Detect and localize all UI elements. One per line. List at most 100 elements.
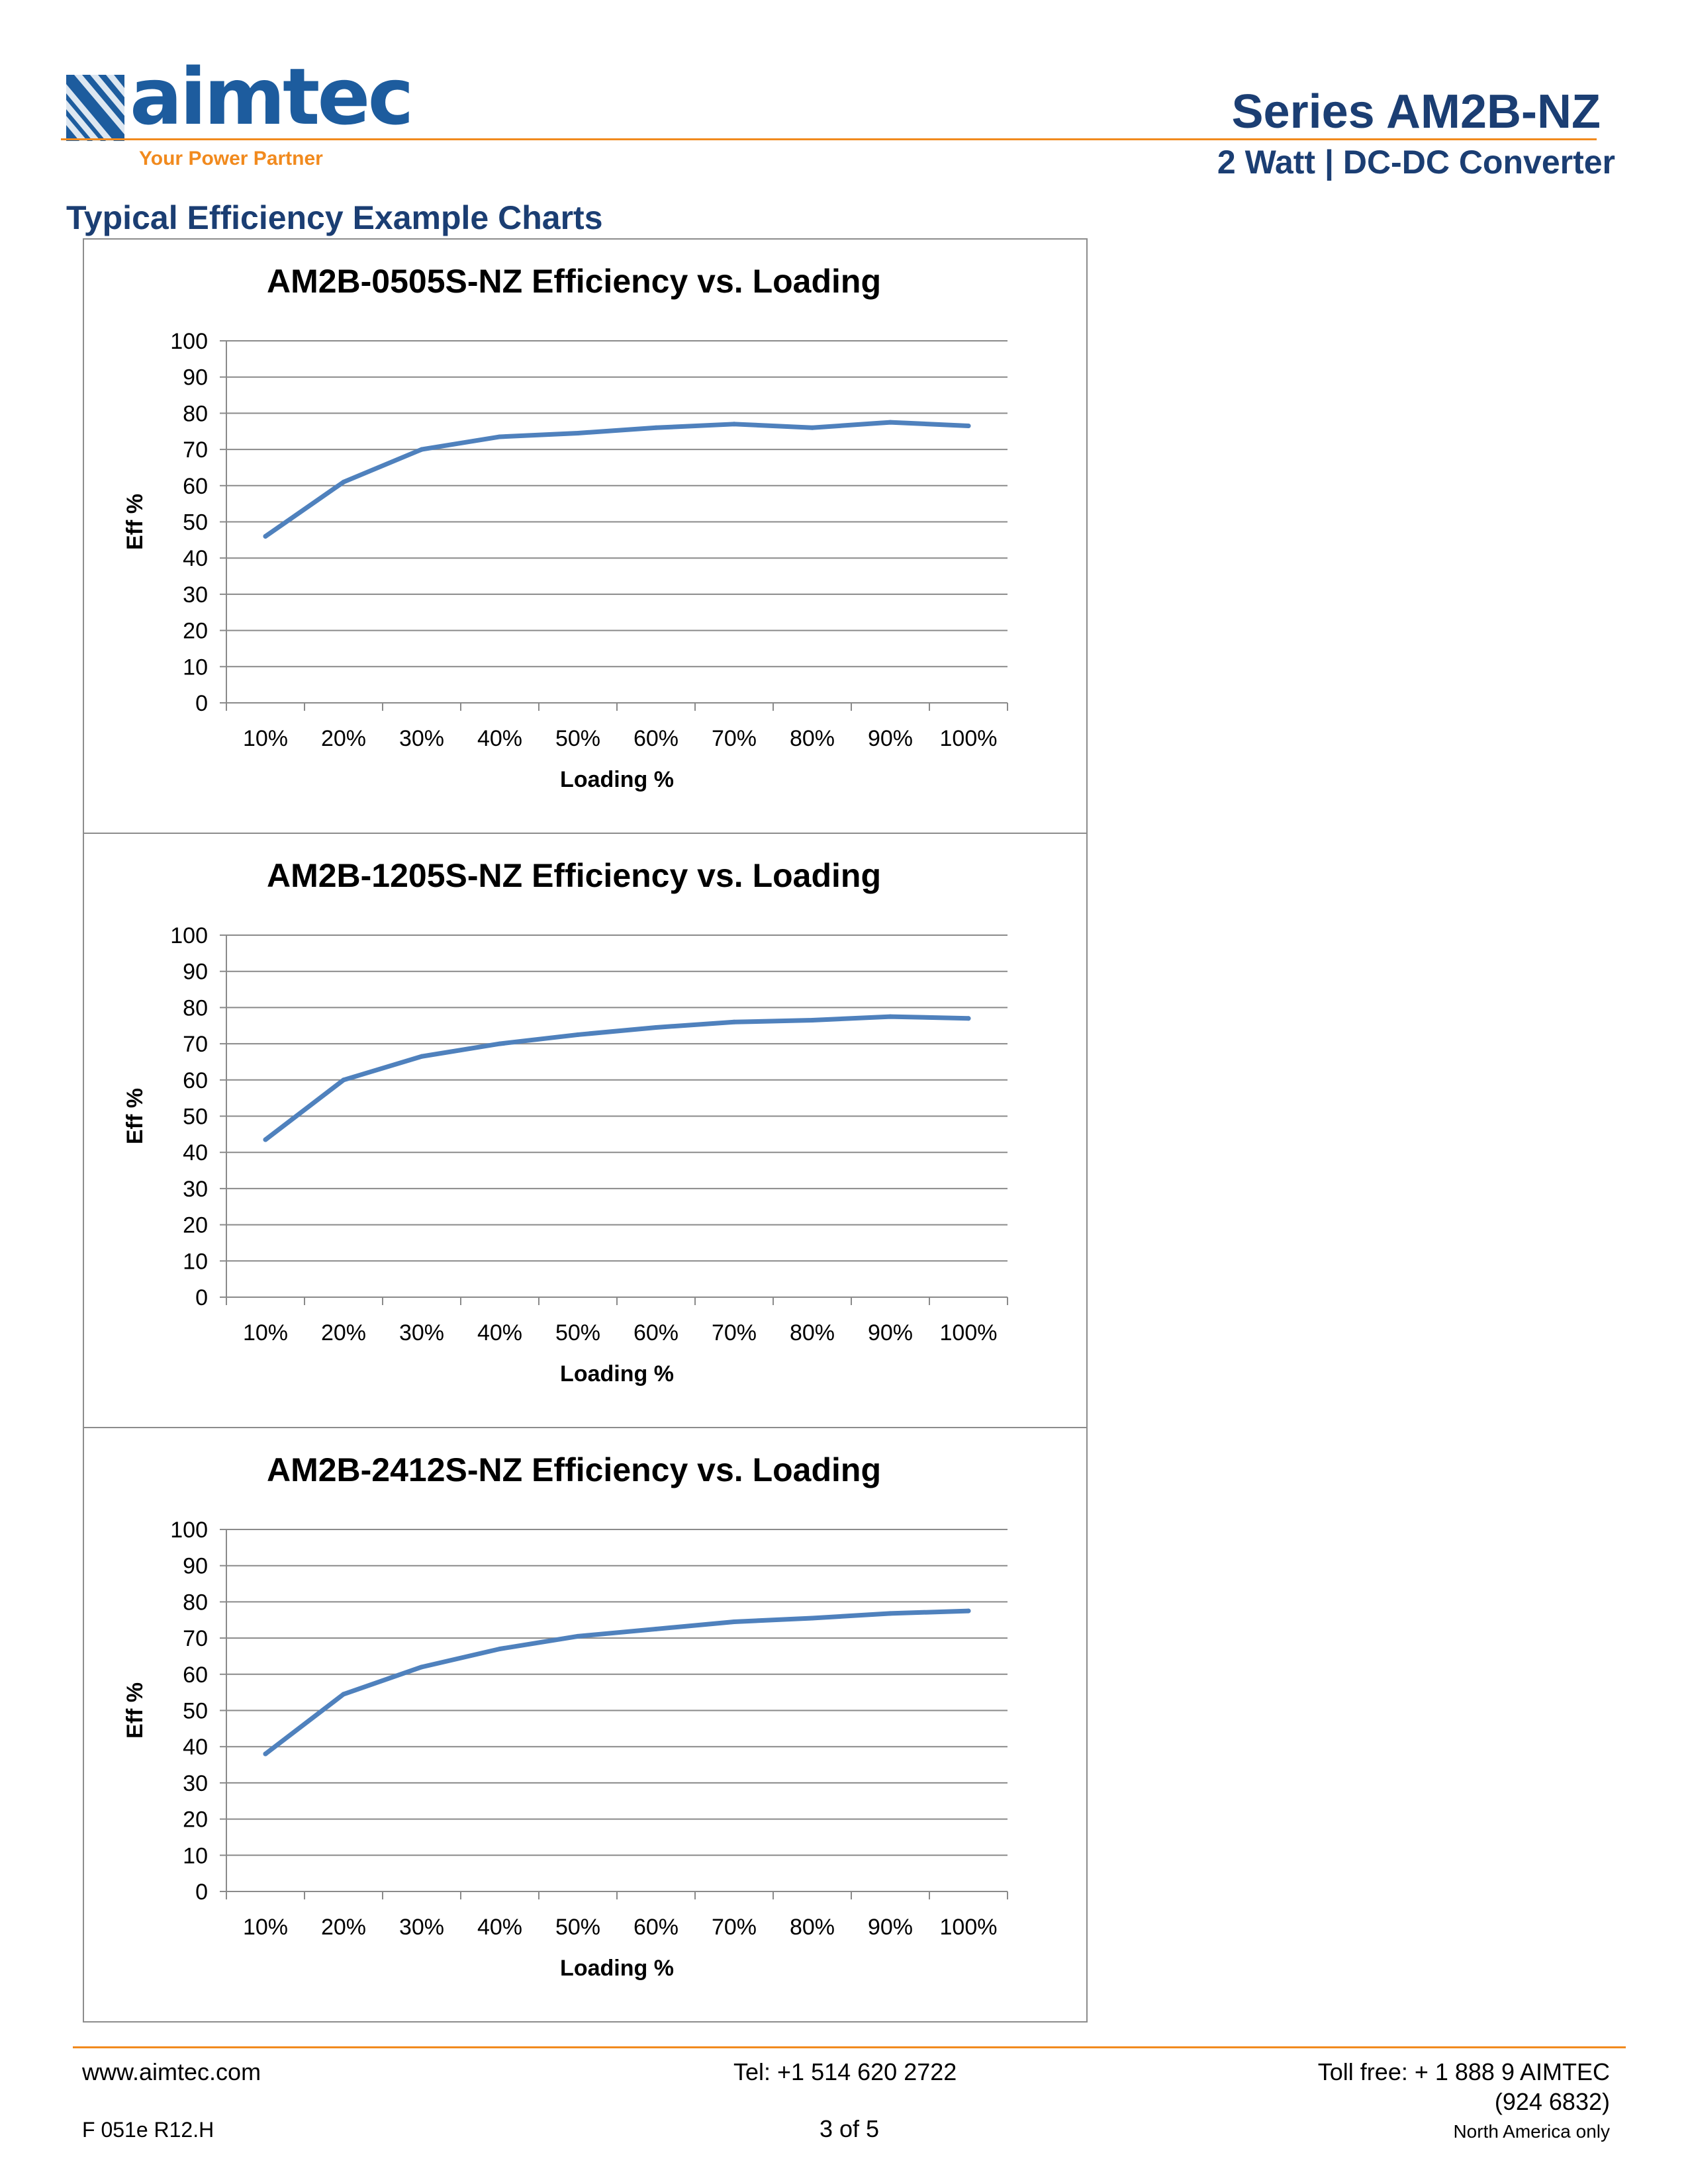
y-axis-label: Eff % xyxy=(122,1088,148,1144)
y-tick-label: 0 xyxy=(195,1880,208,1905)
data-point xyxy=(575,1032,581,1037)
x-tick-label: 60% xyxy=(633,726,679,751)
y-tick-label: 50 xyxy=(183,1105,208,1130)
x-tick-label: 40% xyxy=(477,726,522,751)
y-tick-label: 60 xyxy=(183,474,208,499)
x-tick-label: 20% xyxy=(321,1915,366,1940)
logo-wordmark: aimtec xyxy=(130,51,414,142)
data-point xyxy=(575,430,581,435)
y-tick-label: 40 xyxy=(183,546,208,571)
data-point xyxy=(966,424,971,429)
y-tick-label: 20 xyxy=(183,619,208,644)
header-divider xyxy=(61,138,1597,140)
y-tick-label: 10 xyxy=(183,1843,208,1868)
data-point xyxy=(810,1615,815,1621)
aimtec-logo: aimtec Your Power Partner xyxy=(66,58,414,175)
data-point xyxy=(731,422,737,427)
y-tick-label: 40 xyxy=(183,1735,208,1760)
data-point xyxy=(888,420,893,425)
x-tick-label: 90% xyxy=(868,1320,913,1345)
footer-toll-free: Toll free: + 1 888 9 AIMTEC xyxy=(1317,2058,1610,2085)
chart-title: AM2B-2412S-NZ Efficiency vs. Loading xyxy=(267,1451,881,1488)
y-tick-label: 20 xyxy=(183,1213,208,1238)
data-point xyxy=(731,1019,737,1024)
x-tick-label: 30% xyxy=(399,1320,444,1345)
chart-panel-1205s: AM2B-1205S-NZ Efficiency vs. Loading 0 10 2… xyxy=(83,833,1088,1428)
y-tick-label: 90 xyxy=(183,1554,208,1579)
y-axis-label: Eff % xyxy=(122,494,148,550)
x-tick-label: 90% xyxy=(868,726,913,751)
y-axis-label: Eff % xyxy=(122,1682,148,1739)
efficiency-chart-1205s: AM2B-1205S-NZ Efficiency vs. Loading 0 10 2… xyxy=(122,857,1008,1387)
data-point xyxy=(263,533,268,539)
data-point xyxy=(888,1014,893,1019)
data-point xyxy=(575,1633,581,1639)
x-tick-label: 90% xyxy=(868,1915,913,1940)
footer-toll-free-digits: (924 6832) xyxy=(1494,2088,1610,2115)
footer-form-code: F 051e R12.H xyxy=(82,2118,214,2142)
chart-panel-0505s: AM2B-0505S-NZ Efficiency vs. Loading 0 10 2… xyxy=(83,238,1088,834)
data-point xyxy=(419,1664,424,1670)
y-tick-label: 10 xyxy=(183,1249,208,1274)
logo-tagline: Your Power Partner xyxy=(139,148,323,169)
data-point xyxy=(497,1647,502,1652)
x-tick-label: 40% xyxy=(477,1320,522,1345)
footer-page-number: 3 of 5 xyxy=(820,2115,880,2142)
x-tick-label: 50% xyxy=(555,726,600,751)
y-tick-label: 80 xyxy=(183,401,208,426)
footer-website-link[interactable]: www.aimtec.com xyxy=(82,2058,261,2085)
x-tick-label: 70% xyxy=(712,726,757,751)
x-tick-label: 20% xyxy=(321,1320,366,1345)
footer-divider xyxy=(73,2046,1626,2048)
x-tick-label: 40% xyxy=(477,1915,522,1940)
efficiency-series-line xyxy=(263,1608,971,1756)
data-point xyxy=(653,1626,659,1631)
efficiency-chart-0505s: AM2B-0505S-NZ Efficiency vs. Loading 0 10 2… xyxy=(122,263,1008,792)
y-tick-label: 100 xyxy=(170,1518,208,1543)
y-tick-label: 50 xyxy=(183,1699,208,1724)
y-tick-label: 20 xyxy=(183,1807,208,1833)
data-point xyxy=(497,434,502,439)
x-axis-label: Loading % xyxy=(560,1956,674,1981)
x-tick-label: 30% xyxy=(399,726,444,751)
data-point xyxy=(810,425,815,430)
x-tick-label: 20% xyxy=(321,726,366,751)
x-tick-label: 50% xyxy=(555,1915,600,1940)
y-tick-label: 50 xyxy=(183,510,208,535)
y-tick-label: 60 xyxy=(183,1662,208,1688)
x-tick-label: 30% xyxy=(399,1915,444,1940)
x-tick-label: 10% xyxy=(243,726,288,751)
data-point xyxy=(888,1611,893,1616)
x-tick-label: 10% xyxy=(243,1320,288,1345)
x-tick-label: 60% xyxy=(633,1915,679,1940)
footer-telephone: Tel: +1 514 620 2722 xyxy=(733,2058,957,2085)
series-title: Series AM2B-NZ xyxy=(1231,85,1601,138)
section-title: Typical Efficiency Example Charts xyxy=(66,199,603,236)
x-axis-label: Loading % xyxy=(560,1361,674,1387)
y-tick-label: 70 xyxy=(183,437,208,463)
y-tick-label: 80 xyxy=(183,995,208,1021)
data-point xyxy=(731,1619,737,1624)
data-point xyxy=(419,447,424,452)
y-tick-label: 30 xyxy=(183,582,208,608)
chart-panel-2412s: AM2B-2412S-NZ Efficiency vs. Loading 0 10 2… xyxy=(83,1427,1088,2023)
data-point xyxy=(966,1608,971,1614)
y-tick-label: 0 xyxy=(195,1285,208,1310)
data-point xyxy=(263,1137,268,1142)
y-tick-label: 80 xyxy=(183,1590,208,1615)
x-tick-label: 60% xyxy=(633,1320,679,1345)
chart-title: AM2B-0505S-NZ Efficiency vs. Loading xyxy=(267,263,881,300)
series-subtitle: 2 Watt | DC-DC Converter xyxy=(1217,144,1615,181)
y-tick-label: 100 xyxy=(170,329,208,354)
y-tick-label: 90 xyxy=(183,365,208,390)
y-tick-label: 90 xyxy=(183,960,208,985)
chart-title: AM2B-1205S-NZ Efficiency vs. Loading xyxy=(267,857,881,894)
x-tick-label: 100% xyxy=(940,1320,998,1345)
x-tick-label: 80% xyxy=(790,726,835,751)
y-tick-label: 10 xyxy=(183,655,208,680)
x-tick-label: 100% xyxy=(940,726,998,751)
data-point xyxy=(341,1077,346,1083)
x-tick-label: 70% xyxy=(712,1320,757,1345)
y-tick-label: 100 xyxy=(170,923,208,948)
x-axis-label: Loading % xyxy=(560,767,674,792)
